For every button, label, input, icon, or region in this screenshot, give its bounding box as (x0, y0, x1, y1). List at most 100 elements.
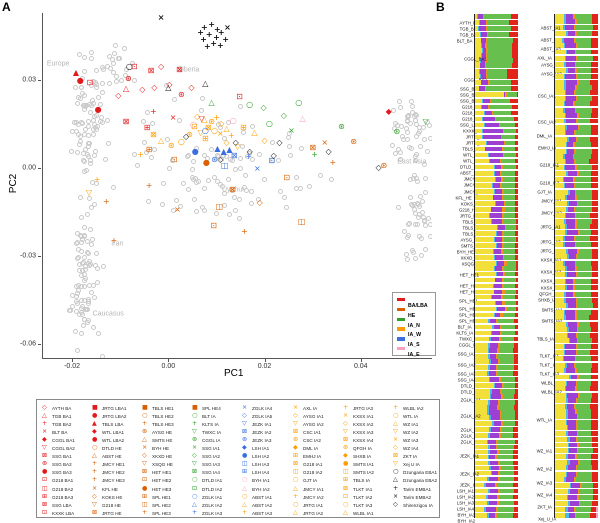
admixture-segment-red (514, 365, 518, 370)
legend-entry-tbls-ia: ⊞ TBLS IA (343, 476, 392, 484)
admixture-segment-red (591, 356, 598, 362)
admixture-segment-green (577, 31, 592, 37)
admixture-bar (475, 122, 518, 128)
legend-entry-label: CGGL IA (202, 438, 221, 444)
background-sample-point (70, 129, 76, 135)
admixture-segment-orange (503, 152, 505, 158)
admixture-segment-yellow (475, 271, 496, 277)
admixture-bar (475, 26, 518, 31)
admixture-axis (474, 14, 475, 518)
admixture-segment-red (515, 389, 518, 394)
admixture-segment-green (576, 224, 591, 229)
admixture-segment-purple (485, 146, 502, 152)
legend-entry-label: JMCY IA1 (302, 486, 324, 492)
legend-entry-label: KFL HE (102, 486, 119, 492)
sample-point-ba-lba: ⊡ (130, 61, 138, 71)
admixture-segment-yellow (475, 336, 490, 342)
admixture-segment-green (577, 471, 593, 477)
background-sample-point (88, 110, 94, 116)
admixture-segment-blue (566, 465, 569, 471)
background-sample-point (94, 250, 100, 256)
admixture-segment-blue (490, 207, 492, 212)
background-sample-point (417, 143, 423, 149)
admixture-row-label-text: G218_IA1 (539, 163, 560, 169)
sample-point-ia-w: + (228, 130, 235, 140)
admixture-segment-red (590, 285, 598, 291)
admixture-row-label-text: JRTG_IA2 (540, 240, 561, 245)
admixture-segment-red (515, 415, 518, 420)
legend-symbol: ○ (192, 476, 198, 484)
admixture-row-label: WTL_IA (514, 410, 552, 424)
admixture-segment-yellow (475, 306, 496, 312)
background-sample-point (91, 153, 97, 159)
sample-point-ia-e: ○ (229, 115, 237, 125)
admixture-segment-red (591, 507, 597, 513)
legend-symbol: ⊡ (342, 492, 348, 500)
legend-entry-qfgh-ia: ⊛ QFGH IA (343, 444, 392, 452)
admixture-segment-purple (567, 67, 575, 73)
admixture-segment-blue (487, 400, 490, 405)
legend-entry-label: TLKT IA1 (352, 486, 372, 492)
admixture-segment-red (592, 495, 598, 501)
admixture-bar (555, 248, 598, 254)
sample-point-reference-ancients: ◇ (325, 146, 332, 156)
admixture-group-TGB_BA2 (475, 26, 518, 31)
background-sample-point (191, 197, 197, 203)
background-sample-point (425, 119, 431, 125)
sample-point-ba-lba: ◇ (151, 82, 158, 92)
legend-entry-dzungaria-eba2: △ Dzungaria EBA2 (393, 476, 442, 484)
admixture-segment-yellow (555, 419, 566, 425)
admixture-segment-green (574, 278, 591, 284)
legend-symbol: + (92, 476, 98, 484)
admixture-group-KXSX_IA4 (555, 278, 598, 284)
admixture-segment-green (578, 442, 592, 448)
legend-entry-kfl-he: × KFL HE (92, 485, 141, 493)
admixture-segment-green (575, 507, 592, 513)
admixture-segment-blue (563, 24, 566, 30)
admixture-segment-orange (502, 300, 506, 306)
sample-point-he: ⊠ (309, 142, 317, 152)
admixture-segment-yellow (555, 213, 565, 219)
legend-entry-ssg-ba2: ⊛ SSG BA2 (42, 460, 91, 468)
admixture-segment-green (577, 254, 592, 260)
admixture-bar (475, 128, 518, 134)
background-sample-point (80, 90, 86, 96)
background-sample-point (416, 203, 422, 209)
admixture-segment-purple (495, 266, 502, 272)
legend-entry-csc-ia2: ⊛ CSC IA2 (293, 436, 342, 444)
admixture-row-label-text: BLT_BA (456, 38, 472, 44)
legend-entry-label: CSC IA2 (302, 438, 321, 444)
admixture-row-label: DML_IA (514, 126, 552, 139)
sample-point-ia-w: ◇ (261, 135, 268, 145)
legend-entry-kxxk-lba: ⊡ KXXK LBA (42, 509, 91, 517)
y-tick-label: -0.03 (20, 252, 36, 260)
legend-symbol: ◆ (92, 428, 97, 435)
admixture-segment-yellow (555, 495, 567, 501)
legend-entry-abst-he: △ ABST HE (92, 452, 141, 460)
background-sample-point (113, 73, 119, 79)
admixture-segment-green (505, 289, 516, 295)
admixture-segment-blue (491, 330, 493, 336)
admixture-segment-red (592, 148, 598, 154)
admixture-segment-blue (484, 482, 486, 488)
admixture-row-label: G218_IA2 (514, 173, 559, 186)
legend-entry-label: Dzungaria EBA1 (402, 470, 437, 476)
legend-entry-label: KLTS IA (202, 421, 220, 427)
admixture-bar (475, 318, 518, 324)
sample-point-ia-w: ◇ (218, 118, 225, 128)
sample-point-reference-ancients: + (210, 38, 217, 48)
sample-point-reference-ancients: + (208, 19, 215, 29)
legend-symbol: △ (242, 484, 248, 492)
admixture-row-label-text: HET_HE3 (459, 290, 480, 295)
legend-entry-label: JRTG IA2 (302, 511, 323, 517)
admixture-segment-green (499, 488, 515, 494)
admixture-segment-purple (480, 69, 486, 74)
admixture-segment-red (590, 235, 598, 241)
admixture-group-WZ_IA2 (555, 454, 598, 471)
admixture-segment-blue (564, 62, 567, 68)
background-sample-point (413, 133, 419, 139)
sample-point-reference-ancients: + (213, 32, 220, 42)
admixture-row-label: DTLD_IA1 (434, 376, 481, 389)
admixture-segment-orange (485, 86, 487, 92)
admixture-segment-orange (574, 403, 577, 409)
